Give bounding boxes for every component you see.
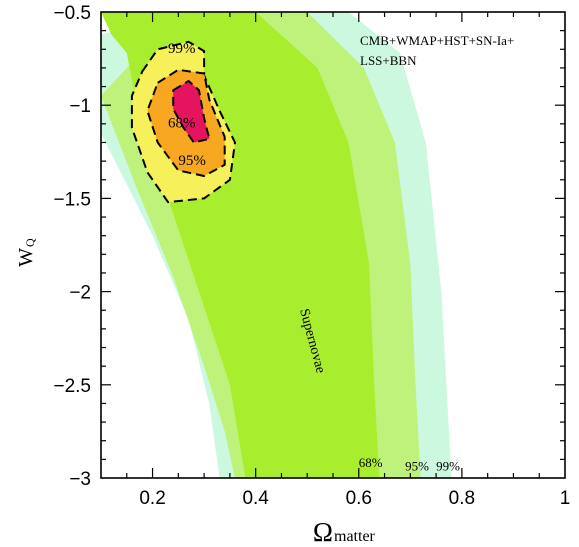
y-tick-label-4: −2.5: [53, 376, 91, 397]
y-tick-label-5: −3: [69, 469, 91, 490]
supernovae-level-label-1: 95%: [405, 459, 429, 474]
y-tick-label-1: −1: [69, 96, 91, 117]
x-tick-label-3: 0.8: [449, 488, 475, 509]
legend-line-1: CMB+WMAP+HST+SN-Ia+: [360, 33, 514, 48]
y-tick-label-3: −2: [69, 283, 91, 304]
x-axis-title-main: Ω: [313, 517, 333, 547]
y-tick-label-2: −1.5: [53, 189, 91, 210]
x-tick-label-1: 0.4: [242, 488, 269, 509]
y-axis-title-sub: Q: [23, 238, 37, 247]
contour-level-label-2: 95%: [178, 153, 206, 169]
combined-constraint-contours: [130, 40, 236, 204]
x-tick-label-0: 0.2: [139, 488, 165, 509]
y-axis-title: W Q: [15, 238, 37, 267]
y-axis-title-main: W: [15, 248, 37, 267]
x-tick-label-2: 0.6: [346, 488, 372, 509]
supernovae-level-label-0: 68%: [359, 455, 383, 470]
x-tick-label-4: 1: [560, 488, 571, 509]
combined-contour-2: [172, 80, 211, 144]
y-tick-label-0: −0.5: [53, 3, 91, 24]
axis-ticks: 0.2 0.4 0.6 0.8 1 −0.5 −1 −1.5 −2 −2.5 −3: [53, 3, 570, 509]
legend-line-2: LSS+BBN: [360, 53, 417, 68]
supernovae-level-label-2: 99%: [436, 459, 460, 474]
x-axis-title-sub: matter: [334, 528, 376, 545]
contour-level-label-1: 68%: [168, 116, 196, 132]
contour-level-label-0: 99%: [168, 41, 196, 57]
contour-labels: 68% 95% 99% 99% 68% 95%: [168, 41, 460, 474]
